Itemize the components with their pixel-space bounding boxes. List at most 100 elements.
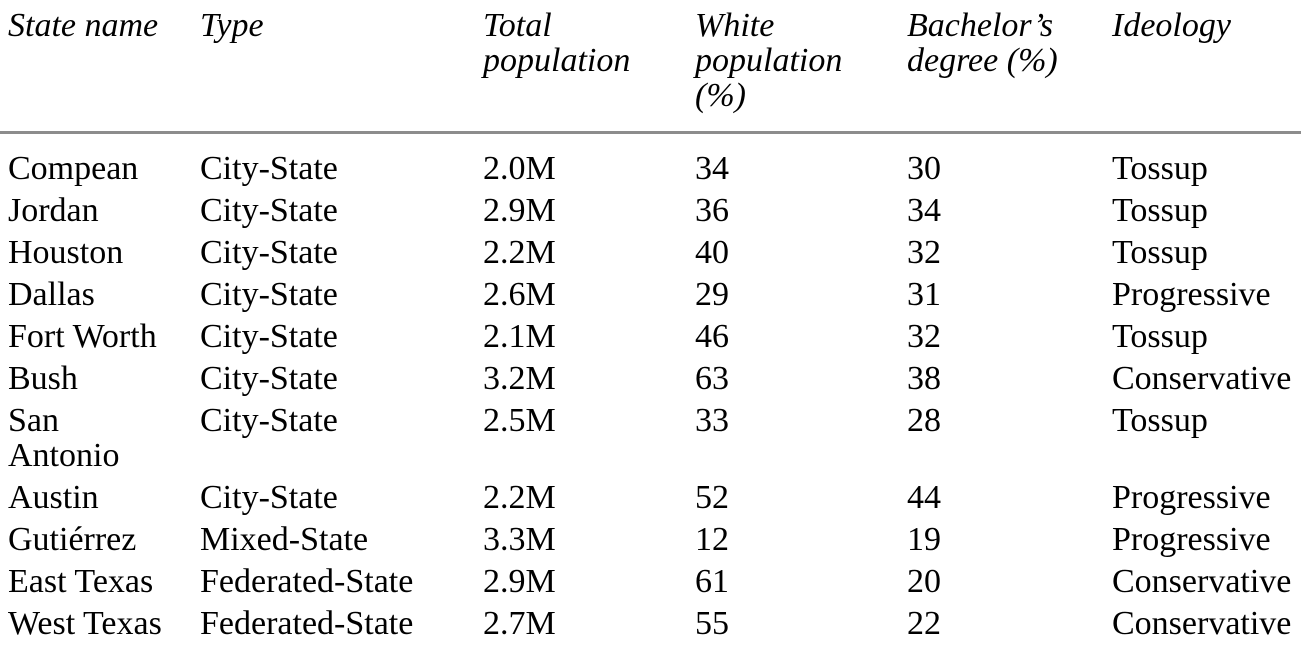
state-name-value: Austin [8,479,99,516]
cell-state-name: Gutiérrez [8,522,200,557]
cell-white-population-pct: 36 [695,192,729,229]
column-header-state-name: State name [8,8,200,43]
cell-type: City-State [200,318,338,355]
header-rule [0,131,1301,134]
state-name-value: Gutiérrez [8,521,137,558]
cell-total-population: 2.6M [483,276,556,313]
cell-white-population-pct: 61 [695,563,729,600]
cell-white-population-pct: 55 [695,605,729,642]
cell-white-population-pct: 12 [695,521,729,558]
cell-total-population: 3.3M [483,521,556,558]
cell-total-population: 2.9M [483,563,556,600]
table-row: Compean City-State 2.0M 34 30 Tossup [8,151,1301,193]
cell-white-population-pct: 29 [695,276,729,313]
cell-state-name: San Antonio [8,403,200,473]
column-header-label: Ideology [1112,7,1231,44]
column-header-label: Type [200,7,264,44]
cell-bachelors-degree-pct: 32 [907,234,941,271]
cell-white-population-pct: 46 [695,318,729,355]
cell-state-name: Dallas [8,277,200,312]
cell-white-population-pct: 63 [695,360,729,397]
cell-white-population-pct: 34 [695,150,729,187]
cell-ideology: Progressive [1112,479,1271,516]
column-header-type: Type [200,8,483,43]
cell-total-population: 2.5M [483,402,556,439]
table-row: San Antonio City-State 2.5M 33 28 Tossup [8,403,1301,480]
cell-type: City-State [200,192,338,229]
cell-state-name: Fort Worth [8,319,200,354]
state-name-value: Compean [8,150,139,187]
cell-total-population: 2.9M [483,192,556,229]
cell-type: Federated-State [200,605,414,642]
cell-type: City-State [200,234,338,271]
column-header-label: Total population [483,7,631,79]
cell-type: City-State [200,276,338,313]
table-row: Houston City-State 2.2M 40 32 Tossup [8,235,1301,277]
cell-total-population: 3.2M [483,360,556,397]
table-row: East Texas Federated-State 2.9M 61 20 Co… [8,564,1301,606]
column-header-total-population: Total population [483,8,695,78]
cell-bachelors-degree-pct: 44 [907,479,941,516]
table-header-row: State name Type Total population White p… [8,0,1301,113]
cell-type: City-State [200,479,338,516]
column-header-bachelors-degree: Bachelor’s degree (%) [907,8,1112,78]
state-name-value: East Texas [8,563,154,600]
cell-bachelors-degree-pct: 22 [907,605,941,642]
cell-bachelors-degree-pct: 20 [907,563,941,600]
state-name-value: Fort Worth [8,318,157,355]
cell-ideology: Tossup [1112,234,1208,271]
table-row: Dallas City-State 2.6M 29 31 Progressive [8,277,1301,319]
cell-ideology: Tossup [1112,318,1208,355]
cell-bachelors-degree-pct: 28 [907,402,941,439]
cell-bachelors-degree-pct: 38 [907,360,941,397]
cell-ideology: Conservative [1112,360,1292,397]
column-header-ideology: Ideology [1112,8,1301,43]
cell-bachelors-degree-pct: 34 [907,192,941,229]
table-row: Gutiérrez Mixed-State 3.3M 12 19 Progres… [8,522,1301,564]
cell-bachelors-degree-pct: 30 [907,150,941,187]
cell-total-population: 2.2M [483,234,556,271]
cell-state-name: Austin [8,480,200,515]
column-header-white-population: White population (%) [695,8,907,113]
cell-ideology: Conservative [1112,563,1292,600]
column-header-label: White population (%) [695,7,843,114]
cell-total-population: 2.0M [483,150,556,187]
state-name-value: West Texas [8,605,162,642]
cell-state-name: West Texas [8,606,200,641]
state-name-value: Dallas [8,276,95,313]
cell-ideology: Conservative [1112,605,1292,642]
cell-type: Federated-State [200,563,414,600]
cell-ideology: Tossup [1112,402,1208,439]
cell-white-population-pct: 33 [695,402,729,439]
table-row: Jordan City-State 2.9M 36 34 Tossup [8,193,1301,235]
cell-ideology: Progressive [1112,521,1271,558]
cell-bachelors-degree-pct: 19 [907,521,941,558]
cell-type: City-State [200,402,338,439]
state-name-value: San Antonio [8,402,120,474]
table-row: Austin City-State 2.2M 52 44 Progressive [8,480,1301,522]
cell-total-population: 2.2M [483,479,556,516]
state-name-value: Bush [8,360,78,397]
state-name-value: Houston [8,234,124,271]
cell-ideology: Tossup [1112,150,1208,187]
column-header-label: State name [8,7,159,44]
table-row: West Texas Federated-State 2.7M 55 22 Co… [8,606,1301,648]
cell-ideology: Progressive [1112,276,1271,313]
table-row: Fort Worth City-State 2.1M 46 32 Tossup [8,319,1301,361]
cell-white-population-pct: 52 [695,479,729,516]
column-header-label: Bachelor’s degree (%) [907,7,1058,79]
cell-total-population: 2.7M [483,605,556,642]
table-body: Compean City-State 2.0M 34 30 Tossup Jor… [8,151,1301,648]
cell-state-name: Houston [8,235,200,270]
cell-white-population-pct: 40 [695,234,729,271]
cell-total-population: 2.1M [483,318,556,355]
cell-state-name: Compean [8,151,200,186]
cell-state-name: Jordan [8,193,200,228]
cell-type: City-State [200,150,338,187]
cell-ideology: Tossup [1112,192,1208,229]
cell-type: City-State [200,360,338,397]
cell-bachelors-degree-pct: 31 [907,276,941,313]
cell-state-name: Bush [8,361,200,396]
cell-type: Mixed-State [200,521,369,558]
